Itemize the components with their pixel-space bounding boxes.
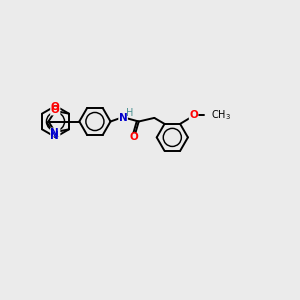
FancyBboxPatch shape	[118, 113, 128, 122]
FancyBboxPatch shape	[50, 106, 60, 116]
Text: O: O	[51, 105, 60, 115]
Text: CH$_3$: CH$_3$	[211, 109, 231, 122]
Text: O: O	[189, 110, 198, 121]
Text: N: N	[50, 131, 59, 141]
Text: O: O	[130, 132, 139, 142]
FancyBboxPatch shape	[189, 111, 198, 120]
Text: N: N	[119, 113, 128, 123]
FancyBboxPatch shape	[129, 133, 139, 142]
Text: N: N	[50, 128, 59, 138]
Text: H: H	[126, 107, 134, 118]
FancyBboxPatch shape	[50, 128, 60, 136]
Text: O: O	[51, 102, 60, 112]
